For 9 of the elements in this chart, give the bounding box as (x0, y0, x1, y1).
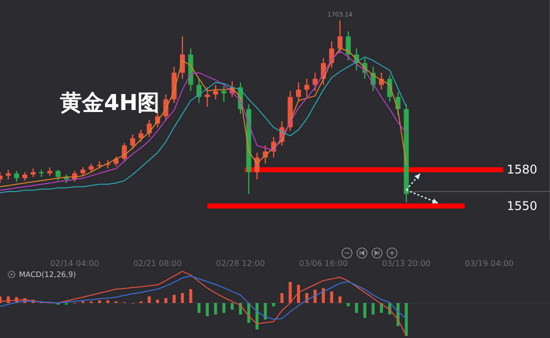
y-tick-label: 1580 (506, 162, 538, 177)
text: 黄金4H图 (59, 91, 160, 116)
x-tick-label: 03/13 20:00 (382, 259, 431, 268)
x-tick-label: 02/21 08:00 (133, 259, 182, 268)
x-tick-label: 03/19 04:00 (464, 259, 514, 268)
x-tick-label: 02/28 12:00 (216, 259, 265, 268)
x-tick-label: 03/06 16:00 (299, 259, 348, 268)
y-tick-label: 1550 (506, 199, 538, 214)
x-tick-label: 02/14 04:00 (50, 259, 99, 268)
